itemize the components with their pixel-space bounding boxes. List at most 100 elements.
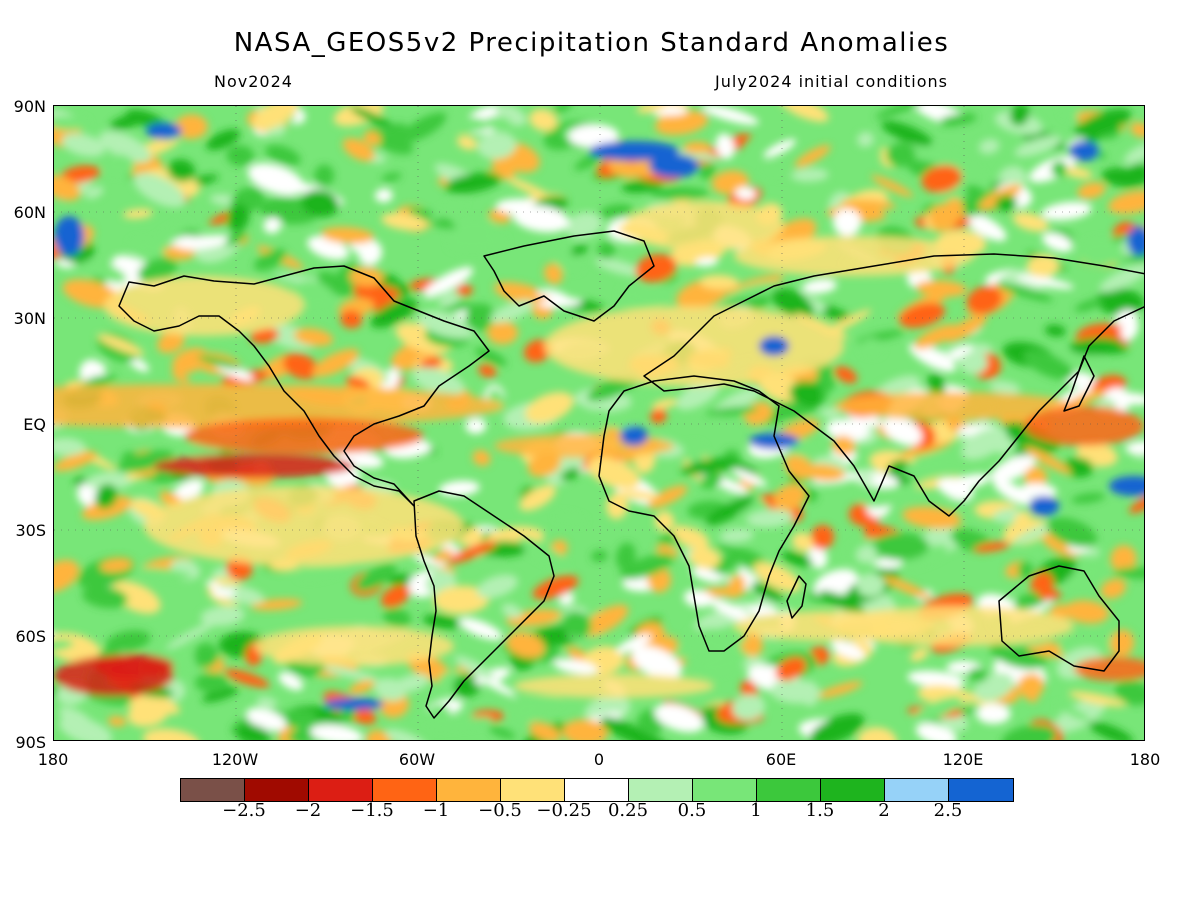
anomaly-patch [944, 315, 987, 342]
wet-anomaly-feature [54, 216, 84, 256]
anomaly-patch [903, 454, 952, 478]
anomaly-patch [158, 223, 190, 242]
anomaly-patch [177, 235, 228, 250]
anomaly-patch [447, 541, 497, 564]
anomaly-patch [732, 469, 767, 487]
anomaly-patch [615, 542, 636, 571]
anomaly-patch [963, 212, 1007, 241]
anomaly-patch [193, 642, 219, 668]
anomaly-patch [701, 106, 759, 125]
anomaly-patch [781, 551, 813, 567]
anomaly-patch [937, 477, 974, 501]
anomaly-patch [1014, 135, 1062, 157]
anomaly-feature [154, 454, 354, 478]
wet-anomaly-feature [1109, 476, 1144, 496]
color-legend-swatch [629, 779, 693, 801]
anomaly-patch [171, 370, 190, 383]
color-legend-label: −0.5 [478, 800, 522, 821]
anomaly-patch [1100, 578, 1127, 599]
anomaly-patch [856, 545, 878, 564]
lon-label-60e: 60E [765, 750, 797, 769]
anomaly-patch [654, 511, 675, 532]
anomaly-patch [99, 130, 152, 163]
anomaly-patch [247, 163, 305, 196]
anomaly-patch [907, 670, 965, 689]
anomaly-patch [104, 154, 135, 176]
anomaly-patch [300, 189, 340, 218]
coast-greenland [483, 230, 655, 322]
anomaly-patch [753, 562, 801, 592]
color-legend-label: −2.5 [222, 800, 266, 821]
anomaly-patch [423, 267, 474, 298]
anomaly-patch [412, 367, 465, 396]
color-legend-label: −1 [422, 800, 450, 821]
anomaly-patch [606, 492, 628, 520]
anomaly-patch [400, 112, 447, 143]
wet-anomaly-feature [324, 698, 384, 710]
anomaly-patch [205, 129, 241, 151]
anomaly-patch [801, 279, 837, 294]
anomaly-patch [489, 726, 516, 739]
anomaly-patch [54, 639, 74, 652]
anomaly-patch [427, 703, 452, 730]
anomaly-patch [908, 342, 956, 372]
anomaly-patch [816, 681, 863, 699]
anomaly-patch [990, 455, 1036, 483]
anomaly-patch [568, 124, 619, 148]
wet-anomaly-feature [1127, 226, 1144, 256]
anomaly-patch [142, 728, 200, 740]
anomaly-patch [1024, 446, 1072, 474]
anomaly-patch [959, 351, 988, 375]
anomaly-patch [256, 696, 278, 708]
anomaly-patch [683, 442, 705, 463]
lat-label-30s: 30S [15, 521, 46, 540]
anomaly-feature [734, 236, 974, 276]
anomaly-patch [676, 379, 721, 410]
lon-label-60w: 60W [398, 750, 436, 769]
anomaly-patch [899, 303, 946, 328]
anomaly-patch [732, 694, 766, 721]
anomaly-patch [342, 138, 375, 162]
lat-label-60s: 60S [15, 627, 46, 646]
anomaly-patch [85, 472, 135, 490]
anomaly-patch [856, 472, 875, 483]
anomaly-feature [1024, 406, 1144, 446]
wet-anomaly-feature [589, 141, 679, 161]
anomaly-patch [773, 483, 806, 512]
anomaly-patch [235, 724, 271, 740]
anomaly-feature [514, 674, 714, 698]
anomaly-patch [616, 634, 652, 654]
anomaly-patch [706, 597, 757, 625]
anomaly-patch [775, 657, 807, 681]
anomaly-patch [899, 439, 953, 458]
anomaly-patch [818, 590, 866, 614]
anomaly-patch [345, 376, 371, 390]
anomaly-patch [310, 724, 364, 740]
anomaly-patch [882, 416, 923, 446]
anomaly-patch [697, 586, 748, 597]
color-legend-swatch [821, 779, 885, 801]
anomaly-patch [857, 727, 897, 740]
anomaly-patch [696, 650, 749, 675]
anomaly-patch [1095, 288, 1144, 316]
anomaly-patch [834, 366, 858, 384]
anomaly-patch [647, 485, 688, 509]
anomaly-patch [746, 509, 794, 528]
color-legend-swatch [437, 779, 501, 801]
anomaly-patch [910, 648, 929, 662]
anomaly-patch [600, 716, 651, 740]
anomaly-feature [94, 654, 174, 678]
anomaly-patch [875, 106, 930, 119]
anomaly-patch [54, 451, 98, 472]
anomaly-feature [834, 392, 1074, 420]
anomaly-patch [769, 679, 821, 704]
anomaly-patch [808, 713, 865, 740]
anomaly-patch [620, 553, 674, 580]
coast-eurasia [643, 253, 1144, 517]
coast-north-america [118, 265, 490, 507]
anomaly-patch [166, 620, 218, 649]
anomaly-patch [94, 483, 118, 509]
anomaly-patch [283, 353, 319, 380]
anomaly-patch [1125, 440, 1144, 454]
anomaly-patch [529, 109, 558, 132]
